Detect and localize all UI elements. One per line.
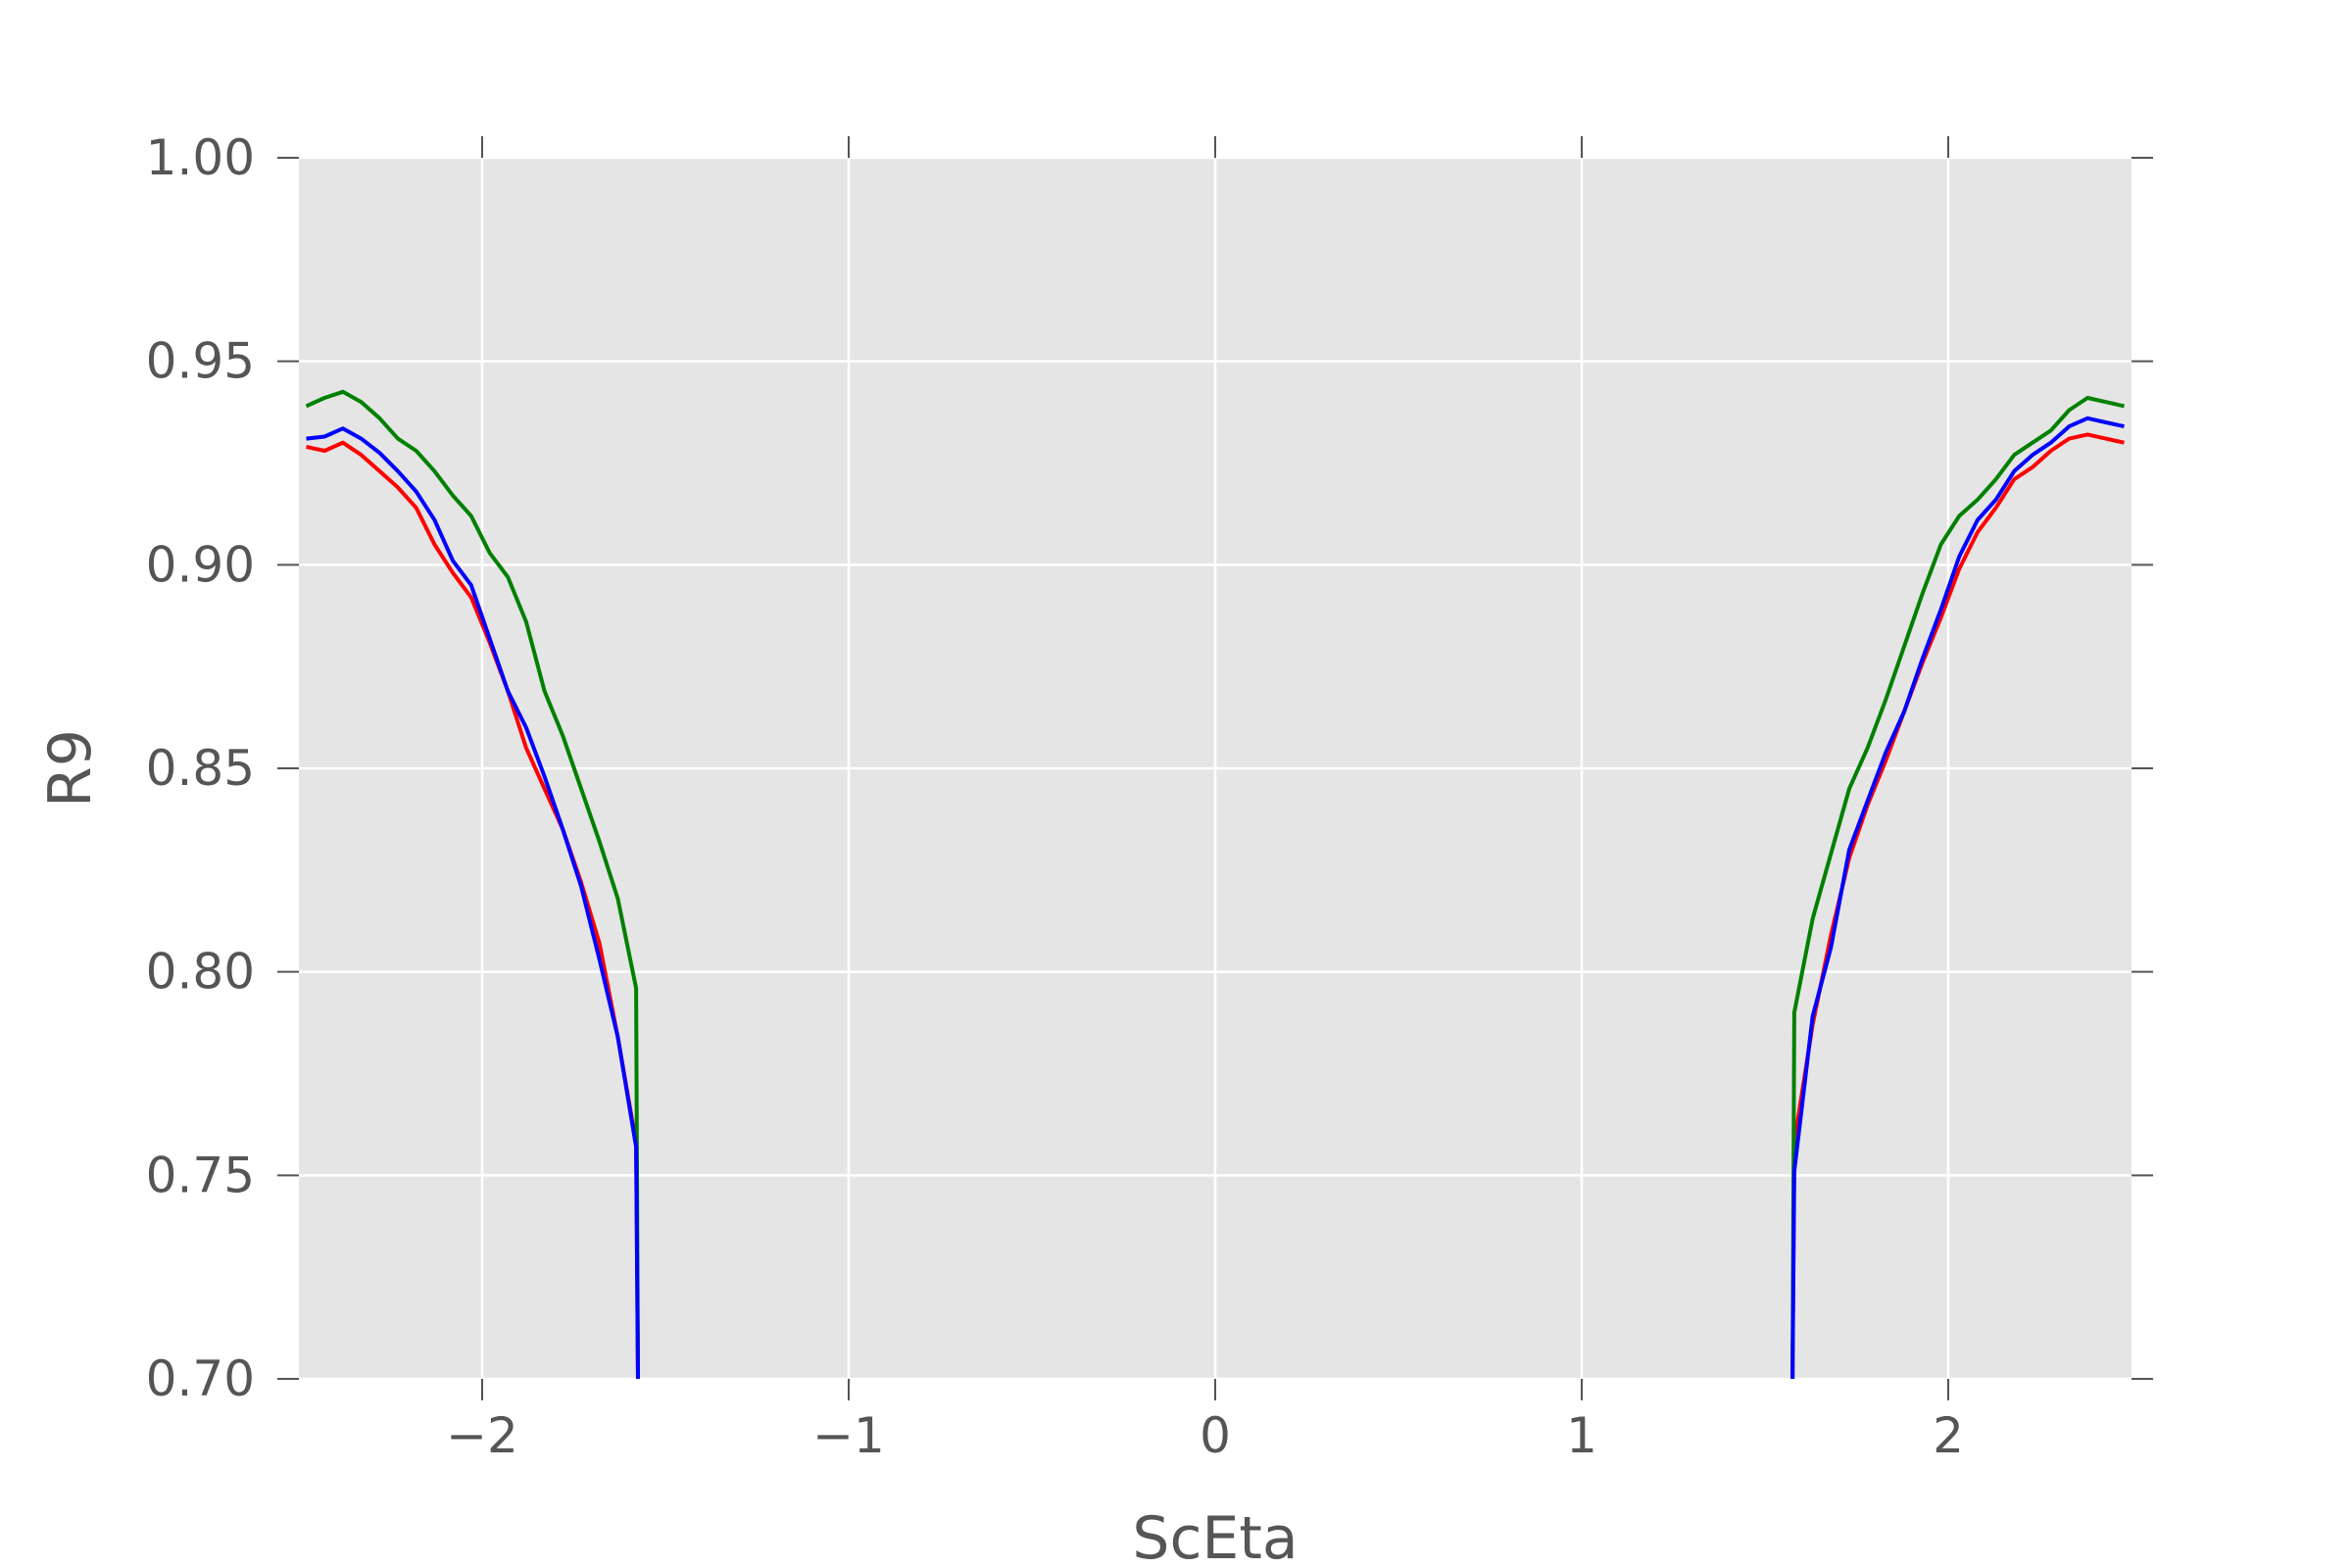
series-2-line-left — [305, 389, 640, 1380]
x-tick-label: −1 — [812, 1407, 885, 1464]
x-tick-labels: −2 −1 0 1 2 — [446, 1407, 1964, 1464]
series-lines — [305, 389, 2125, 1380]
y-tick-label: 1.00 — [146, 129, 255, 186]
series-1-line-left — [306, 440, 640, 1380]
y-tick-label: 0.75 — [146, 1147, 255, 1203]
y-tick-label: 0.85 — [146, 740, 255, 797]
x-tick-label: −2 — [446, 1407, 518, 1464]
x-tick-label: 1 — [1566, 1407, 1597, 1464]
y-tick-label: 0.80 — [146, 944, 255, 1001]
x-tick-label: 2 — [1933, 1407, 1964, 1464]
y-tick-label: 0.95 — [146, 333, 255, 390]
series-2-line-right — [1790, 396, 2125, 1380]
series-3-line-right — [1790, 416, 2125, 1380]
y-tick-label: 0.90 — [146, 536, 255, 593]
axis-ticks — [277, 136, 2153, 1400]
y-tick-labels: 0.70 0.75 0.80 0.85 0.90 0.95 1.00 — [146, 129, 255, 1407]
x-tick-label: 0 — [1200, 1407, 1231, 1464]
x-axis-label: ScEta — [1132, 1504, 1298, 1568]
y-axis-label: R9 — [36, 729, 105, 808]
y-tick-label: 0.70 — [146, 1350, 255, 1407]
series-3-line-left — [306, 426, 640, 1380]
